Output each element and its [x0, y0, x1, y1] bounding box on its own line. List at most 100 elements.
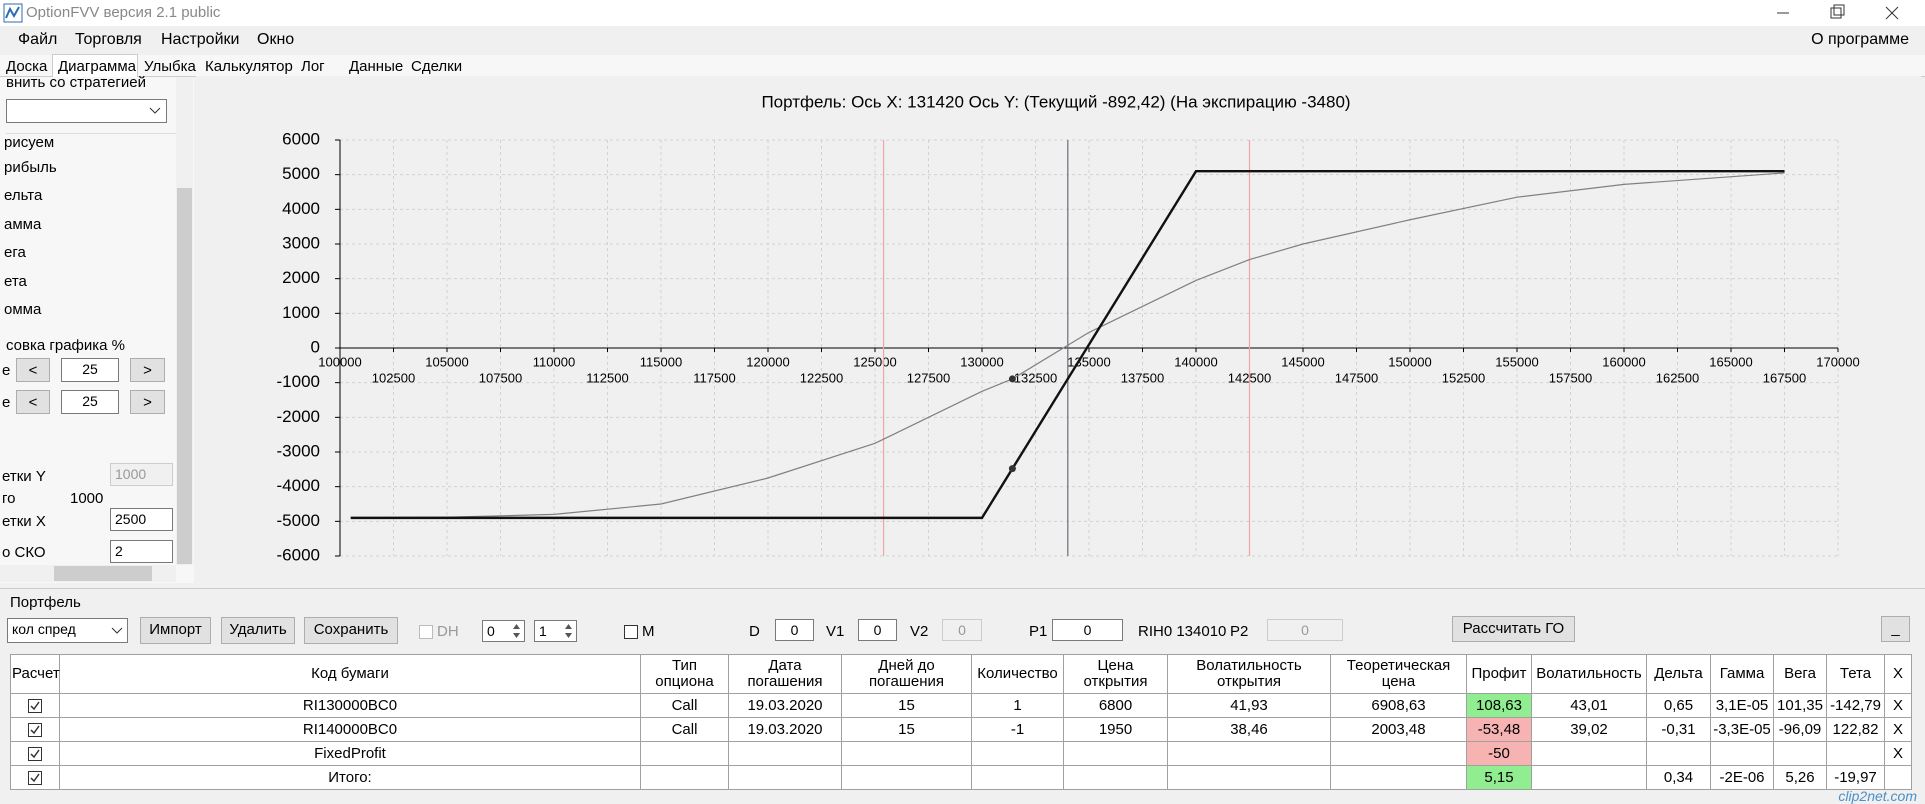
header-cell[interactable]: Тип опциона [640, 654, 729, 694]
table-row[interactable]: RI130000BC0 Call 19.03.2020 15 1 6800 41,93 690… [10, 693, 1912, 718]
table-cell: -142,79 [1826, 693, 1885, 718]
next-button[interactable]: > [130, 390, 165, 414]
header-cell[interactable]: Дата погашения [728, 654, 842, 694]
table-cell: 19.03.2020 [728, 717, 842, 742]
header-cell[interactable]: Количество [971, 654, 1064, 694]
header-cell[interactable]: Расчет [10, 654, 60, 694]
x-tick-label: 162500 [1656, 370, 1699, 385]
dh-checkbox[interactable] [419, 625, 433, 639]
check-cell[interactable] [10, 693, 60, 718]
tab[interactable]: Калькулятор [205, 58, 293, 75]
menu-item[interactable]: Настройки [161, 31, 240, 48]
grid-x-input[interactable]: 2500 [110, 508, 173, 531]
check-cell[interactable] [10, 765, 60, 790]
dropdown-arrow [149, 107, 161, 114]
sidebar-item[interactable]: ета [4, 273, 27, 290]
menu-item[interactable]: Файл [18, 31, 58, 48]
delete-button[interactable]: Удалить [221, 617, 295, 644]
v1-input[interactable]: 0 [858, 619, 897, 641]
header-cell[interactable]: Тета [1826, 654, 1885, 694]
spin-input[interactable]: 1 [534, 620, 577, 642]
header-cell[interactable]: Профит [1466, 654, 1532, 694]
tab[interactable]: Сделки [411, 58, 463, 75]
sidebar-item[interactable]: ельта [4, 187, 43, 204]
chart: Портфель: Ось X: 131420 Ось Y: (Текущий … [196, 76, 1921, 583]
table-cell[interactable] [1884, 765, 1912, 790]
spin-arrows[interactable] [510, 621, 578, 641]
sko-input[interactable]: 2 [110, 540, 173, 563]
table-cell [1531, 765, 1647, 790]
checkbox[interactable] [28, 723, 42, 738]
next-button[interactable]: > [130, 358, 165, 382]
sidebar-label: е [2, 362, 11, 379]
tab[interactable]: Улыбка [144, 58, 196, 75]
m-checkbox[interactable] [624, 625, 638, 639]
tab[interactable]: Лог [301, 58, 325, 75]
tab[interactable]: Диаграмма [58, 58, 137, 75]
header-cell[interactable]: Теоретическая цена [1330, 654, 1467, 694]
checkbox[interactable] [28, 771, 42, 786]
header-cell[interactable]: Дней до погашения [841, 654, 972, 694]
header-cell[interactable]: Волатильность [1531, 654, 1647, 694]
table-cell [1330, 741, 1467, 766]
calc-button[interactable]: Рассчитать ГО [1452, 616, 1575, 642]
table-cell: 6800 [1063, 693, 1168, 718]
sidebar-item[interactable]: омма [4, 301, 42, 318]
strategy-dropdown[interactable]: кол спред [7, 618, 128, 643]
window-controls[interactable] [1770, 0, 1925, 26]
table-row[interactable]: Итого: 5,15 0,34 -2E-06 5,26 -19,97 [10, 765, 1912, 790]
sidebar-item[interactable]: ега [4, 244, 26, 261]
scale-input[interactable]: 25 [61, 390, 119, 414]
v-scroll-thumb[interactable] [177, 188, 192, 564]
table-cell [971, 765, 1064, 790]
scale-input[interactable]: 25 [61, 358, 119, 382]
table-cell: 39,02 [1531, 717, 1647, 742]
spin-input[interactable]: 0 [482, 620, 525, 642]
minimize-button[interactable]: _ [1881, 616, 1910, 642]
y-tick-label: -1000 [277, 372, 320, 391]
table-cell [640, 765, 729, 790]
sidebar-item[interactable]: рисуем [4, 134, 55, 151]
table-cell[interactable]: X [1884, 741, 1912, 766]
menu-item[interactable]: Торговля [75, 31, 142, 48]
prev-button[interactable]: < [16, 390, 50, 414]
title-bar [0, 0, 1925, 26]
sidebar-item[interactable]: рибыль [4, 159, 57, 176]
prev-button[interactable]: < [16, 358, 50, 382]
x-tick-label: 135000 [1067, 354, 1110, 369]
table-row[interactable]: FixedProfit -50 X [10, 741, 1912, 766]
m-label: M [642, 623, 655, 640]
check-cell[interactable] [10, 741, 60, 766]
header-cell[interactable]: Гамма [1710, 654, 1774, 694]
d-input[interactable]: 0 [775, 619, 814, 641]
table-cell: -19,97 [1826, 765, 1885, 790]
header-cell[interactable]: Вега [1773, 654, 1827, 694]
menu-item[interactable]: Окно [257, 31, 295, 48]
dh-label: DH [437, 623, 459, 640]
table-cell: RI140000BC0 [59, 717, 641, 742]
header-cell[interactable]: Дельта [1646, 654, 1711, 694]
tab[interactable]: Доска [6, 58, 48, 75]
table-cell[interactable]: X [1884, 693, 1912, 718]
import-button[interactable]: Импорт [140, 617, 211, 644]
table-cell [1826, 741, 1885, 766]
checkbox[interactable] [28, 699, 42, 714]
h-scroll-thumb[interactable] [54, 566, 152, 581]
save-button[interactable]: Сохранить [304, 617, 398, 644]
checkbox[interactable] [28, 747, 42, 762]
strategy-select[interactable] [6, 99, 167, 123]
header-cell[interactable]: Цена открытия [1063, 654, 1168, 694]
header-cell[interactable]: Волатильность открытия [1167, 654, 1331, 694]
p1-input[interactable]: 0 [1052, 619, 1123, 641]
p2-input: 0 [1267, 619, 1343, 641]
sidebar-item[interactable]: амма [4, 216, 42, 233]
table-cell [640, 741, 729, 766]
menu-item[interactable]: О программе [1811, 31, 1909, 48]
header-cell[interactable]: X [1884, 654, 1912, 694]
table-cell: Call [640, 717, 729, 742]
check-cell[interactable] [10, 717, 60, 742]
tab[interactable]: Данные [349, 58, 404, 75]
table-row[interactable]: RI140000BC0 Call 19.03.2020 15 -1 1950 38,46 20… [10, 717, 1912, 742]
header-cell[interactable]: Код бумаги [59, 654, 641, 694]
table-cell[interactable]: X [1884, 717, 1912, 742]
